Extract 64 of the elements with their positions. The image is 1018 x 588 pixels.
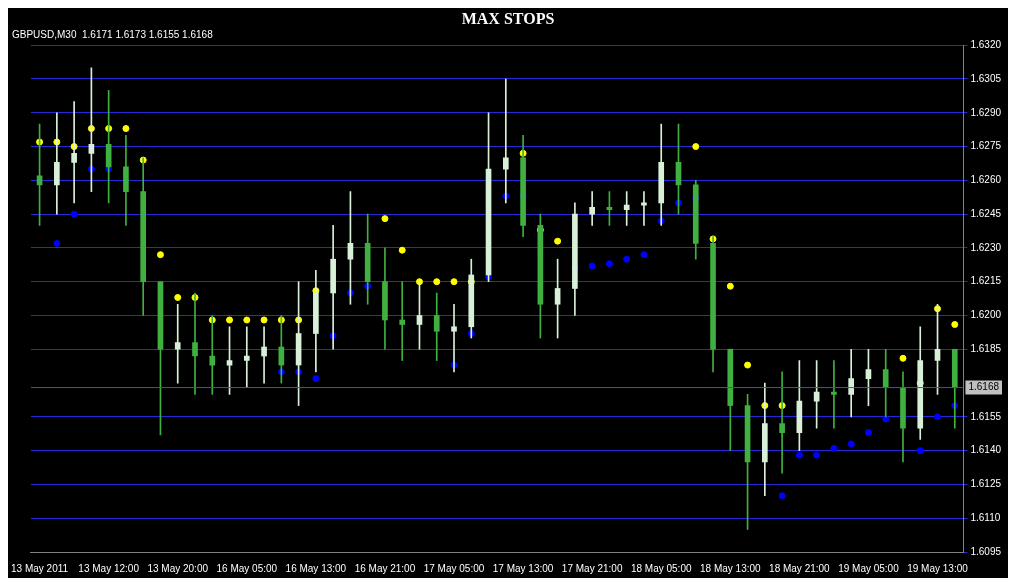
point xyxy=(226,316,234,324)
point xyxy=(156,251,164,259)
point xyxy=(916,447,924,455)
chart-subtitle: GBPUSD,M30 1.6171 1.6173 1.6155 1.6168 xyxy=(12,28,214,40)
point xyxy=(951,321,959,328)
chart-title: MAX STOPS xyxy=(461,9,555,27)
point xyxy=(726,282,734,290)
y-tick-label: 1.6095 xyxy=(970,545,1002,557)
point xyxy=(53,239,61,247)
point xyxy=(381,215,389,223)
y-tick-label: 1.6260 xyxy=(970,174,1002,186)
point xyxy=(554,237,562,245)
point xyxy=(899,354,907,362)
x-tick-label: 16 May 13:00 xyxy=(285,562,347,574)
y-tick-label: 1.6320 xyxy=(970,38,1002,50)
point xyxy=(433,278,441,286)
point xyxy=(70,210,78,218)
point xyxy=(605,260,613,268)
point xyxy=(934,413,942,421)
point xyxy=(795,451,803,459)
point xyxy=(588,262,596,270)
x-tick-label: 13 May 12:00 xyxy=(78,562,140,574)
x-tick-label: 18 May 21:00 xyxy=(769,562,831,574)
x-tick-label: 17 May 21:00 xyxy=(561,562,623,574)
point xyxy=(312,375,320,383)
ref-line-label: 1.6168 xyxy=(968,381,1000,393)
x-tick-label: 17 May 05:00 xyxy=(423,562,485,574)
y-tick-label: 1.6230 xyxy=(970,241,1002,253)
y-tick-label: 1.6110 xyxy=(970,511,1001,523)
x-tick-label: 17 May 13:00 xyxy=(492,562,554,574)
y-tick-label: 1.6155 xyxy=(970,410,1002,422)
x-tick-label: 16 May 05:00 xyxy=(216,562,278,574)
y-tick-label: 1.6215 xyxy=(970,275,1002,287)
x-tick-label: 18 May 13:00 xyxy=(699,562,762,574)
point xyxy=(260,316,268,324)
x-tick-label: 13 May 20:00 xyxy=(147,562,209,574)
y-tick-label: 1.6290 xyxy=(970,106,1002,118)
point xyxy=(778,492,786,500)
point xyxy=(623,255,631,263)
y-tick-label: 1.6185 xyxy=(970,343,1002,355)
point xyxy=(450,278,458,286)
point xyxy=(640,251,648,259)
y-tick-label: 1.6125 xyxy=(970,478,1002,490)
point xyxy=(830,444,838,452)
y-tick-label: 1.6140 xyxy=(970,444,1002,456)
x-tick-label: 18 May 05:00 xyxy=(630,562,692,574)
y-tick-label: 1.6245 xyxy=(970,207,1002,219)
x-tick-label: 16 May 21:00 xyxy=(354,562,416,574)
point xyxy=(882,415,890,423)
point xyxy=(813,451,821,459)
point xyxy=(864,429,872,437)
x-tick-label: 19 May 13:00 xyxy=(907,562,969,574)
x-tick-label: 19 May 05:00 xyxy=(838,562,900,574)
point xyxy=(122,125,130,133)
point xyxy=(398,246,406,254)
y-tick-label: 1.6275 xyxy=(970,140,1002,152)
point xyxy=(174,293,182,301)
point xyxy=(847,440,855,448)
y-tick-label: 1.6305 xyxy=(970,72,1002,84)
x-tick-label: 13 May 2011 xyxy=(11,562,69,574)
point xyxy=(744,361,752,369)
point xyxy=(243,316,251,324)
point xyxy=(692,143,700,151)
y-tick-label: 1.6200 xyxy=(970,309,1002,321)
